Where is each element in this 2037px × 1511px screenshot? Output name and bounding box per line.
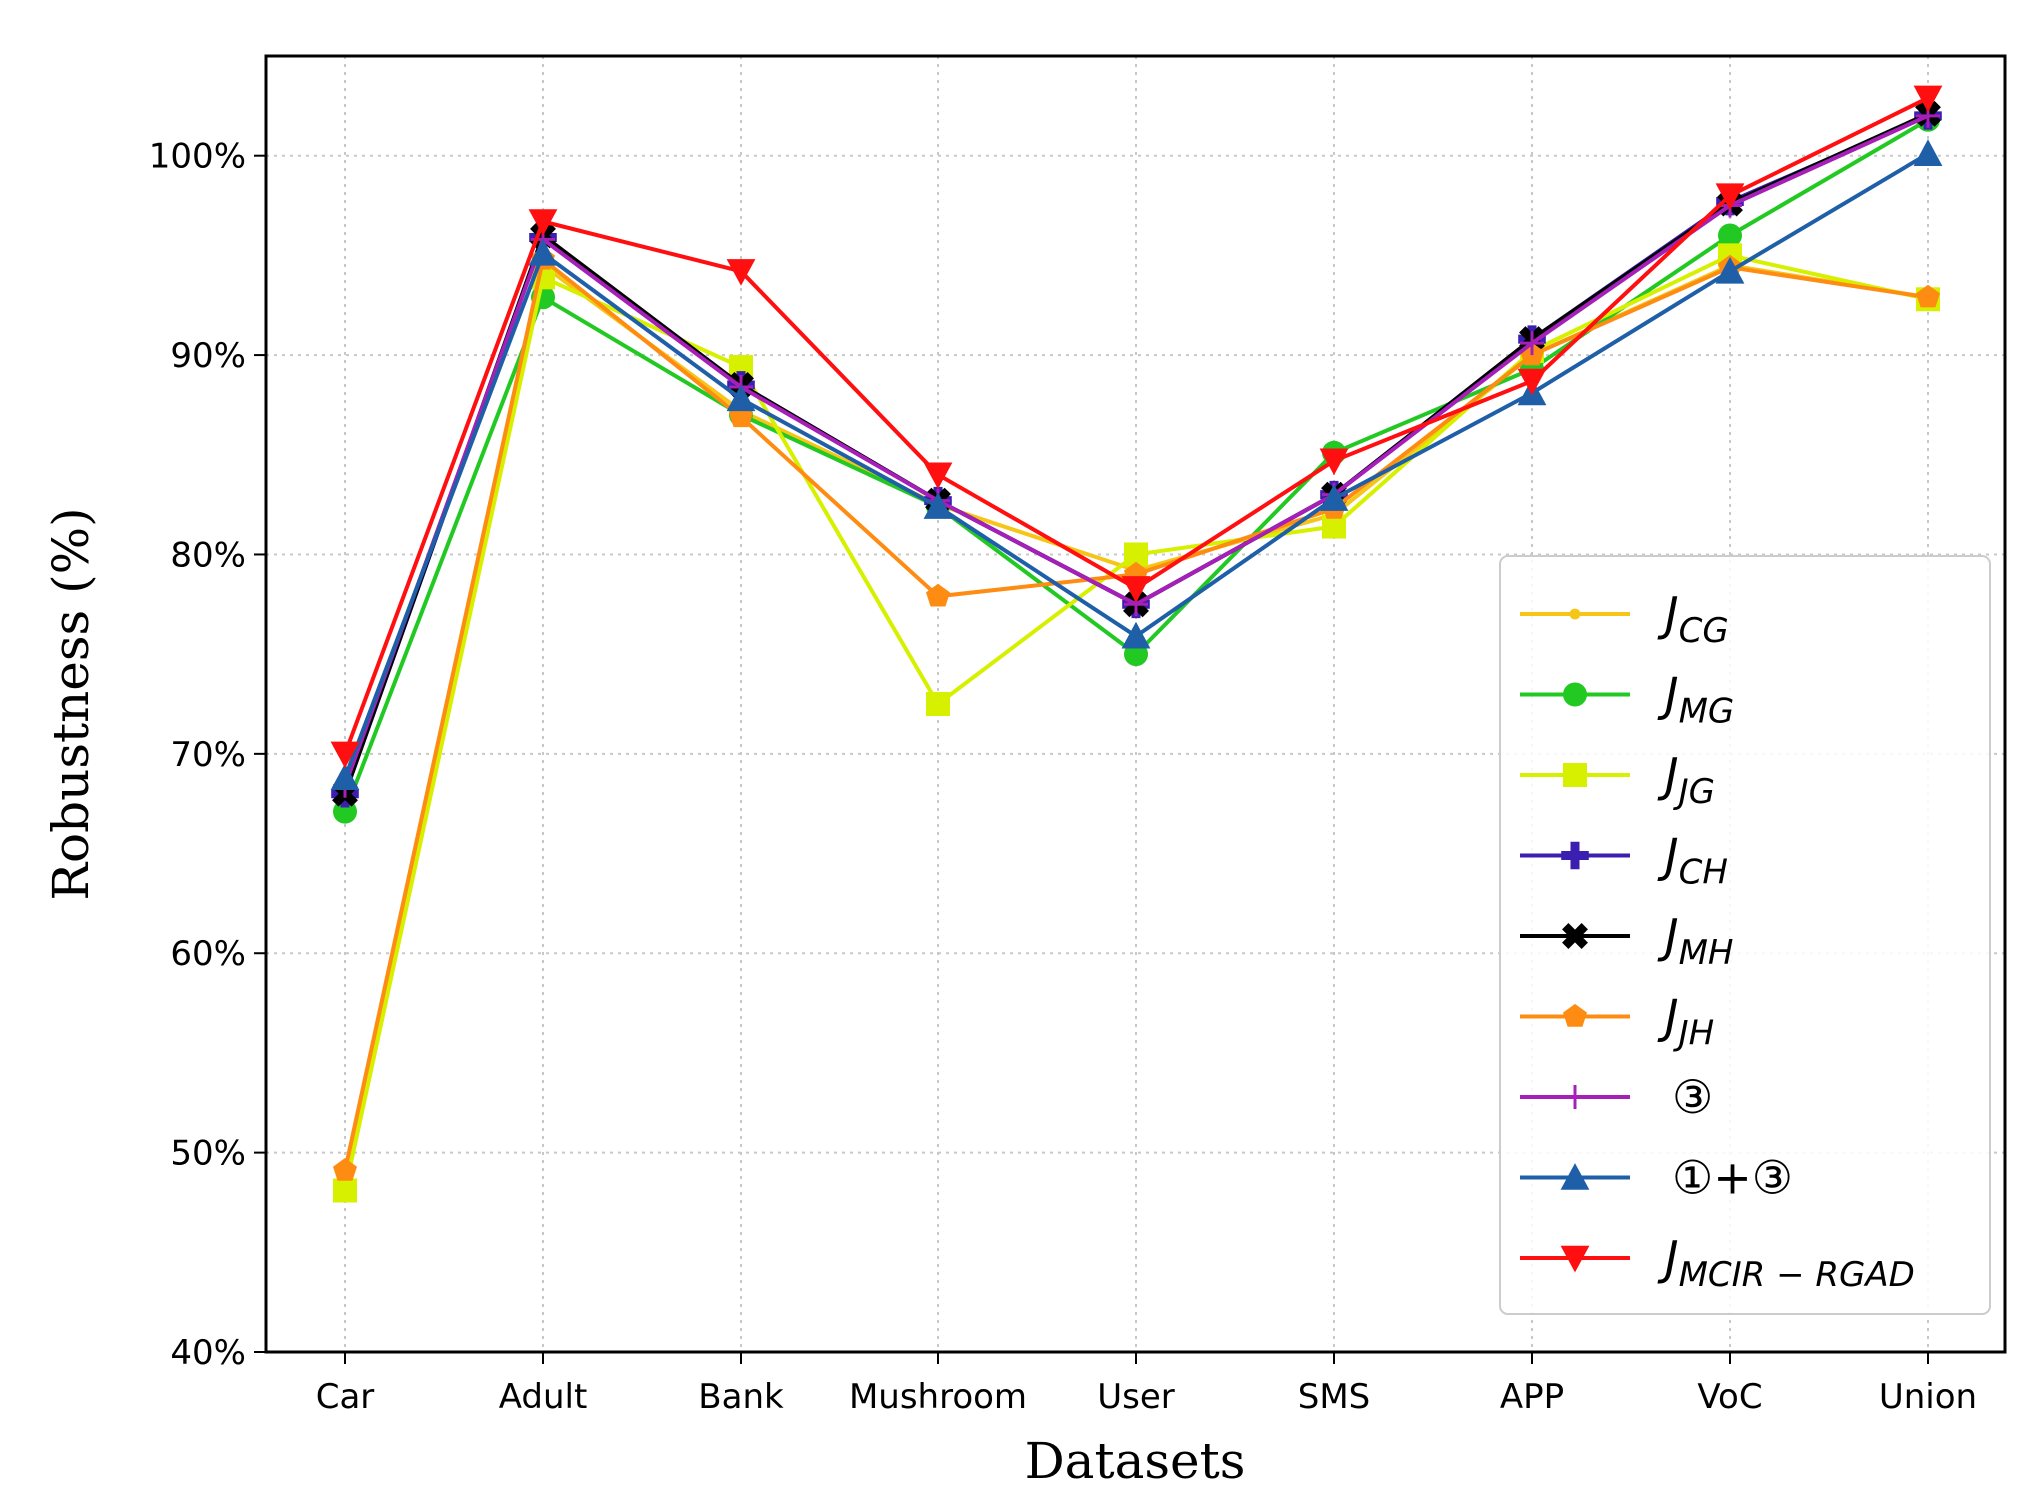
x-tick-label: Car	[316, 1377, 375, 1417]
data-point	[528, 209, 558, 236]
x-tick-label: SMS	[1298, 1377, 1371, 1417]
legend-item: ①+③	[1520, 1151, 1793, 1205]
data-point	[1520, 331, 1544, 356]
data-point	[923, 492, 953, 519]
y-axis-title: Robustness (%)	[42, 507, 100, 900]
legend-item: JJG	[1520, 748, 1715, 812]
data-point	[1913, 139, 1943, 166]
data-point	[1319, 484, 1349, 511]
x-axis: Car Adult Bank Mushroom User SMS APP VoC Union	[316, 1352, 1977, 1417]
data-point	[1563, 682, 1587, 707]
legend-label: ①+③	[1672, 1151, 1793, 1205]
x-tick-label: APP	[1500, 1377, 1564, 1417]
y-tick-label: 60%	[170, 934, 246, 974]
data-point	[726, 259, 756, 286]
x-tick-label: Union	[1879, 1377, 1977, 1417]
y-axis: 40% 50% 60% 70% 80% 90% 100%	[149, 137, 266, 1373]
data-point	[1569, 608, 1581, 620]
y-tick-label: 100%	[149, 137, 246, 177]
y-tick-label: 40%	[170, 1333, 246, 1373]
data-point	[1121, 576, 1151, 603]
data-point	[330, 741, 360, 769]
data-point	[1561, 841, 1589, 870]
data-point	[1715, 256, 1745, 284]
data-point	[1560, 1245, 1590, 1273]
legend-box	[1499, 555, 1991, 1315]
x-tick-label: Adult	[499, 1377, 588, 1417]
data-point	[1121, 621, 1151, 649]
data-point	[1916, 284, 1940, 308]
x-tick-label: Mushroom	[849, 1377, 1027, 1417]
data-point	[1563, 763, 1587, 787]
data-point	[1718, 223, 1742, 248]
legend-item: ③	[1520, 1070, 1713, 1124]
data-point	[1715, 183, 1745, 210]
y-tick-label: 80%	[170, 535, 246, 575]
x-tick-label: Bank	[698, 1377, 784, 1417]
data-point	[923, 462, 953, 490]
data-point	[333, 1178, 357, 1203]
data-point	[926, 583, 950, 607]
x-tick-label: User	[1097, 1377, 1175, 1417]
data-point	[926, 692, 950, 716]
data-point	[330, 763, 360, 791]
data-point	[333, 1158, 357, 1181]
series-①+③	[330, 139, 1943, 791]
x-tick-label: VoC	[1697, 1377, 1762, 1417]
legend-item: JCH	[1520, 829, 1728, 893]
data-point	[1560, 1163, 1590, 1190]
data-point	[1562, 923, 1588, 949]
y-tick-label: 90%	[170, 336, 246, 376]
data-point	[528, 238, 558, 266]
x-axis-title: Datasets	[1025, 1432, 1246, 1490]
y-tick-label: 50%	[170, 1134, 246, 1174]
data-point	[726, 384, 756, 412]
legend-label: ③	[1672, 1070, 1713, 1124]
data-point	[1913, 85, 1943, 113]
data-point	[1563, 1003, 1587, 1027]
data-point	[1563, 1085, 1587, 1109]
data-point	[1319, 448, 1349, 476]
y-tick-label: 70%	[170, 735, 246, 775]
series-layer	[330, 85, 1943, 1203]
series-JMCIR − RGAD	[330, 85, 1943, 769]
data-point	[1517, 368, 1547, 396]
